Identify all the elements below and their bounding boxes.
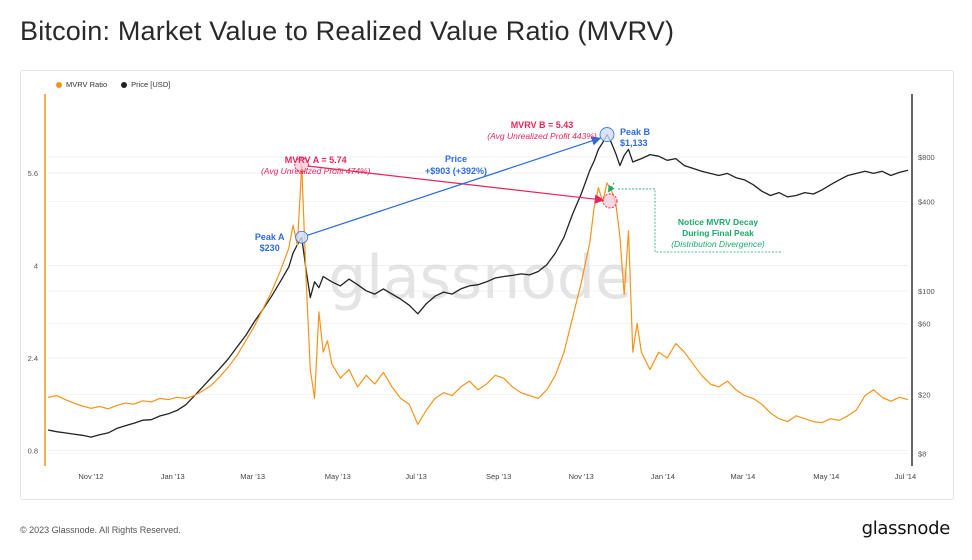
mvrv-b-marker <box>602 193 618 209</box>
price-change-value: +$903 (+392%) <box>425 166 487 176</box>
mvrv-a-subtitle: (Avg Unrealized Profit 474%) <box>261 166 371 176</box>
mvrv-a-marker <box>294 157 310 173</box>
decay-line2: During Final Peak <box>682 228 754 238</box>
right-tick-label: $400 <box>918 198 935 207</box>
legend-dot-price <box>121 81 128 88</box>
price-change-label: Price <box>445 154 467 164</box>
peak-a-label: Peak A <box>255 232 285 242</box>
footer-copyright: © 2023 Glassnode. All Rights Reserved. <box>20 525 181 535</box>
mvrv-a-title: MVRV A = 5.74 <box>285 155 347 165</box>
chart-legend: MVRV Ratio Price [USD] <box>56 80 170 89</box>
mvrv-b-title: MVRV B = 5.43 <box>511 120 574 130</box>
right-tick-label: $8 <box>918 449 926 458</box>
legend-item-price[interactable]: Price [USD] <box>121 80 170 89</box>
chart-card <box>20 70 954 500</box>
x-tick-label: May '14 <box>813 472 839 481</box>
right-tick-label: $20 <box>918 390 931 399</box>
peak-a-value: $230 <box>260 243 280 253</box>
decay-bracket <box>618 188 782 253</box>
price-series-line <box>47 133 909 438</box>
watermark: glassnode <box>328 243 632 313</box>
footer-brand-logo: glassnode <box>861 518 951 539</box>
x-tick-label: Mar '14 <box>730 472 755 481</box>
mvrv-decline-arrow <box>307 165 605 204</box>
left-tick-label: 5.6 <box>28 169 38 178</box>
right-tick-label: $100 <box>918 287 935 296</box>
legend-label-mvrv: MVRV Ratio <box>66 80 108 89</box>
peak-b-marker <box>599 127 615 142</box>
peak-b-value: $1,133 <box>620 138 648 148</box>
legend-item-mvrv[interactable]: MVRV Ratio <box>56 80 107 89</box>
x-tick-label: Jul '14 <box>895 472 916 481</box>
peak-a-marker <box>295 230 309 244</box>
price-increase-arrow <box>307 136 602 236</box>
peak-b-label: Peak B <box>620 127 651 137</box>
x-tick-label: Jul '13 <box>405 472 426 481</box>
decay-arrow <box>607 182 615 193</box>
x-tick-label: May '13 <box>325 472 351 481</box>
mvrv-series-line <box>47 164 909 425</box>
legend-label-price: Price [USD] <box>131 80 171 89</box>
x-tick-label: Mar '13 <box>240 472 265 481</box>
x-tick-label: Jan '13 <box>161 472 185 481</box>
left-tick-label: 2.4 <box>28 354 38 363</box>
decay-line1: Notice MVRV Decay <box>678 217 758 227</box>
mvrv-b-subtitle: (Avg Unrealized Profit 443%) <box>487 131 597 141</box>
x-tick-label: Nov '12 <box>78 472 103 481</box>
x-tick-label: Jan '14 <box>651 472 675 481</box>
x-tick-label: Nov '13 <box>569 472 594 481</box>
left-tick-label: 0.8 <box>28 446 38 455</box>
decay-line3: (Distribution Divergence) <box>671 239 765 249</box>
x-tick-label: Sep '13 <box>486 472 511 481</box>
page-title: Bitcoin: Market Value to Realized Value … <box>20 16 675 46</box>
right-tick-label: $800 <box>918 153 935 162</box>
legend-dot-mvrv <box>56 81 62 88</box>
right-tick-label: $60 <box>918 320 931 329</box>
left-tick-label: 4 <box>34 262 38 271</box>
